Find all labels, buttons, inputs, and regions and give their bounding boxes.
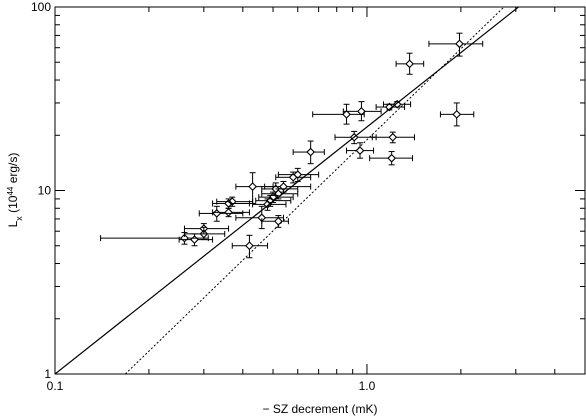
diamond-marker: [405, 59, 414, 69]
data-point: [100, 232, 209, 245]
y-axis-label-sub: x: [14, 216, 24, 221]
data-point: [395, 52, 425, 75]
diamond-marker: [388, 132, 398, 142]
diamond-marker: [265, 196, 275, 206]
data-point: [261, 215, 289, 228]
fit-line-dotted: [124, 7, 505, 374]
diamond-marker: [342, 109, 351, 119]
data-point: [334, 130, 377, 145]
fit-line-solid: [55, 7, 519, 374]
x-tick-label: 0.1: [47, 379, 64, 393]
y-axis-label-units: (10: [6, 195, 20, 216]
diamond-marker: [224, 207, 233, 217]
data-point: [371, 131, 415, 144]
diamond-marker: [355, 146, 365, 155]
diamond-marker: [227, 197, 237, 206]
y-axis-label-end: erg/s): [6, 153, 20, 187]
data-point: [231, 234, 269, 259]
data-point: [255, 194, 292, 207]
diamond-marker: [245, 241, 254, 251]
diamond-marker: [452, 109, 462, 119]
x-tick-label: 1.0: [359, 379, 376, 393]
diamond-marker: [455, 39, 464, 49]
diamond-marker: [224, 199, 233, 208]
data-point: [183, 223, 230, 235]
diamond-marker: [392, 99, 402, 109]
diamond-marker: [293, 170, 303, 180]
y-tick-label: 1: [44, 367, 51, 381]
diamond-marker: [387, 153, 397, 163]
diamond-marker: [384, 102, 394, 112]
data-point: [428, 32, 484, 57]
marks-layer: [55, 7, 519, 374]
data-point: [258, 191, 294, 204]
data-point: [292, 140, 325, 165]
data-point: [369, 151, 414, 166]
ticks-layer: 0.1 1.0 1 10 100: [31, 0, 586, 393]
diamond-marker: [190, 235, 199, 244]
y-tick-label: 10: [38, 184, 52, 198]
diamond-marker: [306, 147, 316, 157]
data-point: [342, 101, 382, 122]
diamond-marker: [199, 224, 209, 233]
diamond-marker: [357, 106, 366, 116]
diamond-marker: [180, 233, 189, 243]
data-point: [383, 99, 412, 109]
data-point: [277, 167, 320, 182]
diamond-marker: [273, 216, 283, 226]
data-point: [346, 142, 375, 159]
data-point: [178, 233, 214, 247]
data-point: [312, 103, 365, 125]
data-point: [183, 226, 226, 241]
diamond-marker: [279, 182, 288, 191]
data-point: [212, 207, 250, 218]
y-axis-label: Lx (1044 erg/s): [6, 153, 25, 228]
diamond-marker: [212, 209, 222, 218]
y-axis-label-exp: 44: [6, 186, 15, 195]
diamond-marker: [199, 229, 209, 239]
plot-frame: [54, 6, 586, 375]
data-point: [264, 180, 312, 193]
diamond-marker: [268, 192, 278, 202]
y-tick-label: 100: [31, 0, 51, 14]
data-point: [216, 196, 254, 207]
x-axis-label: − SZ decrement (mK): [262, 402, 377, 416]
y-axis-label-main: L: [6, 220, 20, 227]
data-point: [439, 102, 475, 127]
diamond-marker: [248, 182, 257, 191]
diamond-marker: [349, 132, 359, 142]
